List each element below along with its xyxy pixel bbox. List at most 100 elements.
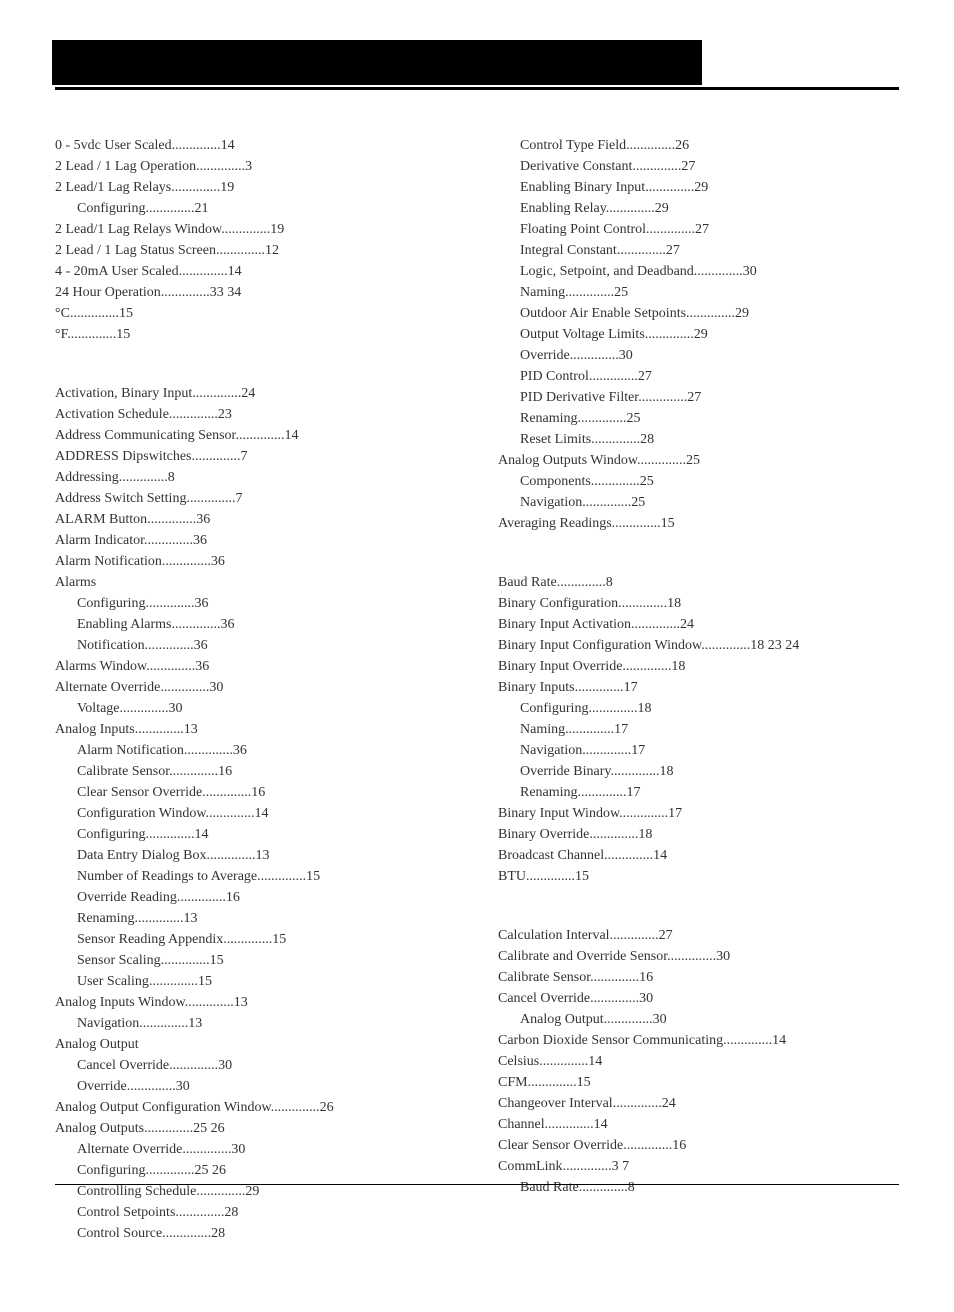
index-entry: Data Entry Dialog Box13 (55, 845, 456, 866)
entry-label: Sensor Reading Appendix (77, 932, 223, 947)
entry-label: Renaming (77, 911, 135, 926)
index-entry: Activation Schedule23 (55, 404, 456, 425)
entry-pages: 29 (245, 1184, 259, 1199)
entry-pages: 23 (218, 407, 232, 422)
entry-dots (235, 428, 284, 443)
entry-pages: 25 (631, 495, 645, 510)
entry-label: Enabling Relay (520, 201, 606, 216)
entry-label: Naming (520, 285, 565, 300)
entry-label: Binary Input Override (498, 659, 622, 674)
entry-label: Alarm Indicator (55, 533, 144, 548)
index-group: 0 - 5vdc User Scaled142 Lead / 1 Lag Ope… (55, 135, 456, 345)
entry-label: Configuration Window (77, 806, 206, 821)
index-entry: Averaging Readings15 (498, 513, 899, 534)
index-entry: Derivative Constant27 (498, 156, 899, 177)
index-entry: Control Source28 (55, 1223, 456, 1244)
entry-pages: 29 (694, 327, 708, 342)
entry-label: Override Reading (77, 890, 177, 905)
entry-label: Reset Limits (520, 432, 591, 447)
entry-pages: 24 (662, 1096, 676, 1111)
entry-dots (145, 638, 194, 653)
index-entry: Components25 (498, 471, 899, 492)
entry-label: Configuring (77, 596, 145, 611)
entry-dots (145, 201, 194, 216)
index-entry: Integral Constant27 (498, 240, 899, 261)
entry-pages: 14 (228, 264, 242, 279)
entry-label: Renaming (520, 785, 578, 800)
index-entry: Channel14 (498, 1114, 899, 1135)
entry-dots (606, 201, 655, 216)
entry-pages: 17 (624, 680, 638, 695)
entry-label: Analog Output (55, 1037, 139, 1052)
entry-pages: 27 (638, 369, 652, 384)
entry-label: Control Source (77, 1226, 162, 1241)
index-entry: Calibrate and Override Sensor30 (498, 946, 899, 967)
entry-dots (590, 991, 639, 1006)
entry-label: Integral Constant (520, 243, 617, 258)
index-entry: Renaming25 (498, 408, 899, 429)
index-entry: 4 - 20mA User Scaled14 (55, 261, 456, 282)
entry-dots (590, 970, 639, 985)
entry-label: Changeover Interval (498, 1096, 613, 1111)
entry-dots (139, 1016, 188, 1031)
entry-label: Override (520, 348, 570, 363)
entry-dots (196, 159, 245, 174)
entry-dots (578, 411, 627, 426)
entry-pages: 15 (116, 327, 130, 342)
index-entry: Analog Output30 (498, 1009, 899, 1030)
entry-dots (582, 743, 631, 758)
entry-pages: 36 (193, 533, 207, 548)
entry-dots (177, 890, 226, 905)
entry-pages: 24 (241, 386, 255, 401)
entry-label: Enabling Binary Input (520, 180, 645, 195)
entry-pages: 18 (637, 701, 651, 716)
index-entry: Address Communicating Sensor14 (55, 425, 456, 446)
entry-dots (206, 806, 255, 821)
entry-dots (591, 432, 640, 447)
entry-label: Averaging Readings (498, 516, 612, 531)
index-entry: Floating Point Control27 (498, 219, 899, 240)
entry-pages: 15 (577, 1075, 591, 1090)
entry-dots (618, 596, 667, 611)
entry-pages: 18 (667, 596, 681, 611)
entry-label: 2 Lead / 1 Lag Operation (55, 159, 196, 174)
entry-pages: 3 7 (612, 1159, 630, 1174)
entry-dots (146, 659, 195, 674)
entry-dots (221, 222, 270, 237)
left-column: 0 - 5vdc User Scaled142 Lead / 1 Lag Ope… (55, 135, 456, 1282)
entry-dots (631, 617, 680, 632)
index-entry: Baud Rate8 (498, 572, 899, 593)
index-entry: Baud Rate8 (498, 1177, 899, 1198)
entry-dots (172, 138, 221, 153)
index-entry: Control Type Field26 (498, 135, 899, 156)
entry-pages: 16 (226, 890, 240, 905)
index-entry: Outdoor Air Enable Setpoints29 (498, 303, 899, 324)
index-entry: Analog Inputs Window13 (55, 992, 456, 1013)
entry-label: Address Switch Setting (55, 491, 186, 506)
entry-pages: 30 (218, 1058, 232, 1073)
entry-pages: 16 (251, 785, 265, 800)
index-entry: Celsius14 (498, 1051, 899, 1072)
index-entry: Configuring 36 (55, 593, 456, 614)
index-columns: 0 - 5vdc User Scaled142 Lead / 1 Lag Ope… (55, 135, 899, 1282)
entry-dots (526, 869, 575, 884)
entry-dots (610, 764, 659, 779)
entry-pages: 29 (655, 201, 669, 216)
entry-dots (565, 722, 614, 737)
entry-label: Binary Inputs (498, 680, 575, 695)
entry-dots (622, 659, 671, 674)
entry-dots (579, 1180, 628, 1195)
entry-pages: 36 (194, 596, 208, 611)
index-entry: Logic, Setpoint, and Deadband30 (498, 261, 899, 282)
entry-label: Calibrate Sensor (498, 970, 590, 985)
index-entry: Override Binary18 (498, 761, 899, 782)
index-entry: Changeover Interval 24 (498, 1093, 899, 1114)
entry-pages: 19 (220, 180, 234, 195)
entry-pages: 30 (209, 680, 223, 695)
entry-dots (646, 222, 695, 237)
entry-pages: 8 (606, 575, 613, 590)
index-entry: Alarm Indicator 36 (55, 530, 456, 551)
entry-dots (172, 617, 221, 632)
entry-pages: 12 (265, 243, 279, 258)
entry-dots (145, 596, 194, 611)
